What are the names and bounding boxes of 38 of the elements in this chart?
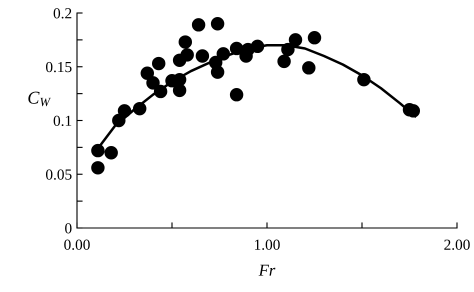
x-axis-title: Fr — [258, 264, 276, 276]
point — [178, 35, 192, 49]
point — [91, 144, 105, 158]
point — [230, 42, 244, 56]
point — [357, 72, 371, 86]
point — [250, 40, 264, 54]
point — [281, 42, 295, 56]
point — [104, 146, 118, 160]
point — [91, 161, 105, 175]
x-tick-label: 2.00 — [444, 240, 470, 250]
x-tick-label: 1.00 — [254, 240, 280, 250]
point — [118, 104, 132, 118]
y-tick-label: 0.1 — [54, 116, 72, 126]
point — [180, 48, 194, 62]
y-tick-label: 0.2 — [54, 8, 72, 19]
point — [288, 33, 302, 47]
point — [172, 72, 186, 86]
point — [192, 18, 206, 32]
point — [210, 65, 224, 79]
point — [140, 66, 154, 80]
point — [210, 17, 224, 30]
point — [277, 54, 291, 68]
y-tick-label: 0 — [65, 223, 72, 234]
point — [146, 76, 160, 90]
y-tick-label: 0.15 — [46, 62, 72, 72]
point — [230, 88, 244, 102]
point — [196, 49, 210, 63]
point — [132, 102, 146, 116]
point — [216, 47, 230, 61]
y-axis-title: C$_{W}$ — [28, 92, 52, 106]
point — [112, 114, 126, 128]
point — [172, 84, 186, 98]
y-tick-label: 0.05 — [46, 169, 72, 180]
point — [302, 61, 316, 75]
x-tick-label: 0.00 — [64, 240, 90, 250]
point — [308, 31, 322, 44]
point — [152, 56, 166, 70]
point — [154, 84, 168, 98]
